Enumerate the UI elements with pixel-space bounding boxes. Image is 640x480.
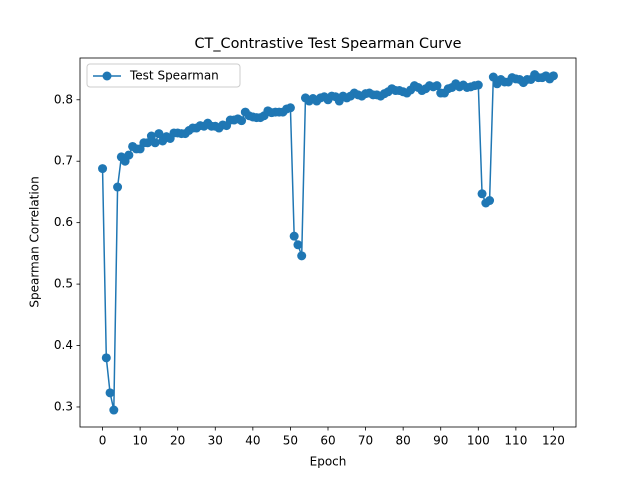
marker bbox=[150, 138, 160, 148]
marker bbox=[297, 251, 307, 261]
marker bbox=[293, 240, 303, 250]
y-tick-label: 0.4 bbox=[54, 338, 73, 352]
marker bbox=[237, 116, 247, 126]
x-tick-label: 30 bbox=[208, 434, 223, 448]
axes-frame bbox=[79, 57, 577, 428]
x-tick-label: 70 bbox=[358, 434, 373, 448]
marker bbox=[101, 353, 111, 363]
y-tick-label: 0.7 bbox=[54, 154, 73, 168]
marker bbox=[548, 71, 558, 81]
marker bbox=[485, 196, 495, 206]
legend-label: Test Spearman bbox=[129, 69, 219, 83]
x-tick-label: 110 bbox=[504, 434, 527, 448]
marker bbox=[113, 182, 123, 192]
y-tick-label: 0.8 bbox=[54, 92, 73, 106]
y-tick-label: 0.3 bbox=[54, 399, 73, 413]
x-tick-label: 0 bbox=[99, 434, 107, 448]
x-tick-label: 80 bbox=[396, 434, 411, 448]
marker bbox=[146, 131, 156, 141]
x-tick-label: 10 bbox=[132, 434, 147, 448]
x-tick-label: 120 bbox=[542, 434, 565, 448]
x-tick-label: 50 bbox=[283, 434, 298, 448]
y-axis-label: Spearman Correlation bbox=[28, 176, 42, 307]
x-tick-label: 100 bbox=[467, 434, 490, 448]
x-tick-label: 60 bbox=[320, 434, 335, 448]
marker bbox=[143, 138, 153, 148]
legend-box bbox=[86, 63, 241, 88]
marker bbox=[488, 72, 498, 82]
y-tick-label: 0.5 bbox=[54, 277, 73, 291]
marker bbox=[285, 103, 295, 113]
marker bbox=[473, 80, 483, 90]
x-tick-label: 20 bbox=[170, 434, 185, 448]
marker bbox=[477, 189, 487, 199]
marker bbox=[98, 164, 108, 174]
marker bbox=[154, 129, 164, 139]
x-axis-label: Epoch bbox=[310, 455, 347, 469]
marker bbox=[109, 405, 119, 415]
x-tick-label: 40 bbox=[245, 434, 260, 448]
marker bbox=[124, 150, 134, 160]
marker bbox=[432, 81, 442, 91]
marker bbox=[289, 231, 299, 241]
x-tick-label: 90 bbox=[433, 434, 448, 448]
marker bbox=[105, 388, 115, 398]
legend-marker bbox=[102, 71, 112, 81]
chart-title: CT_Contrastive Test Spearman Curve bbox=[195, 36, 462, 52]
y-tick-label: 0.6 bbox=[54, 215, 73, 229]
